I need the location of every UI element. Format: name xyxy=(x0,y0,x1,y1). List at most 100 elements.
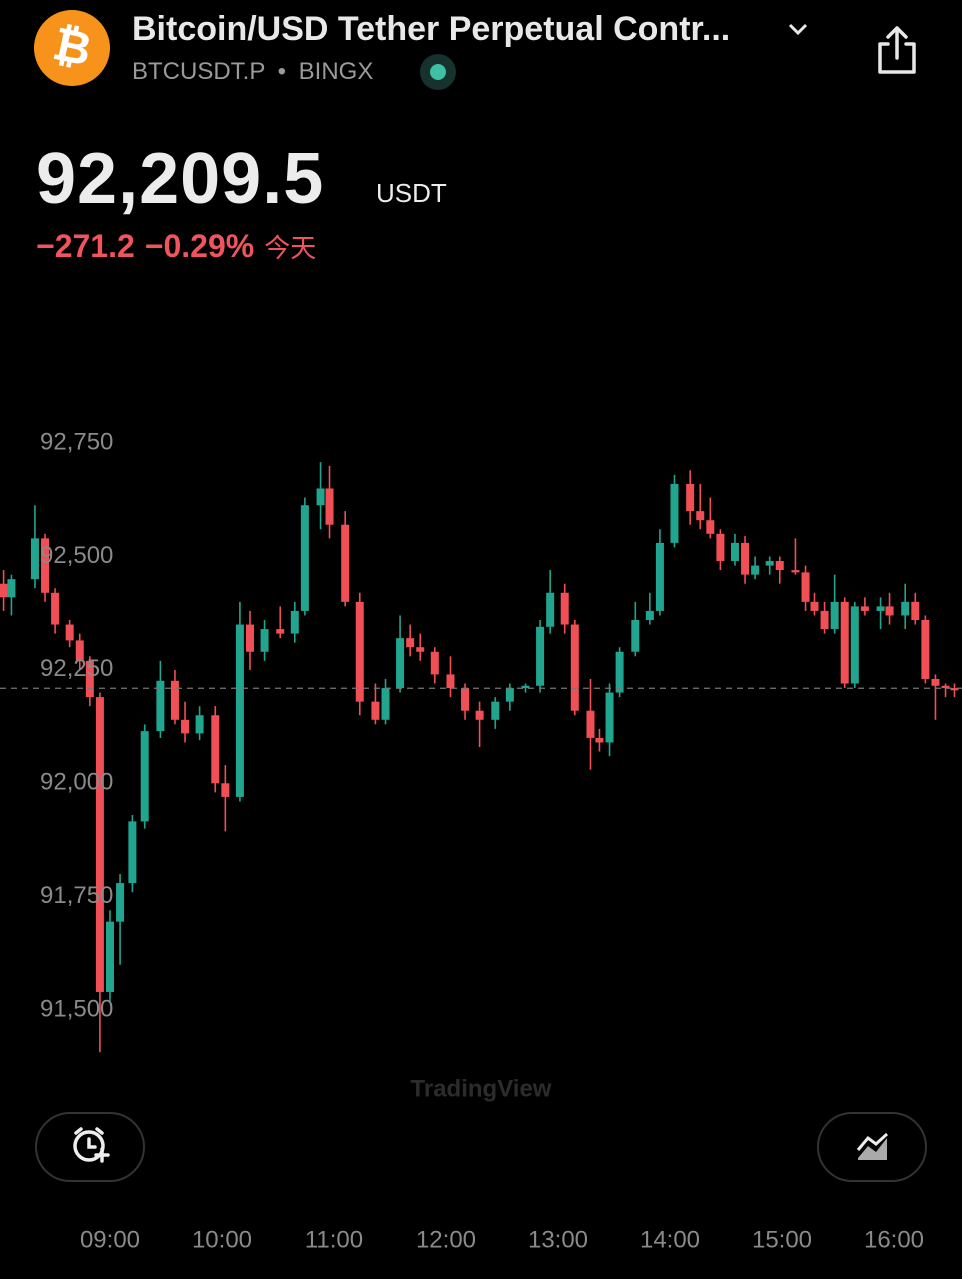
candle-body xyxy=(430,651,439,675)
candle-body xyxy=(840,601,849,684)
candle-body xyxy=(655,542,664,611)
candle-body xyxy=(586,710,595,738)
candle-body xyxy=(221,783,230,797)
candle-body xyxy=(751,565,760,575)
candle-body xyxy=(406,638,415,648)
x-tick-label: 14:00 xyxy=(640,1226,700,1253)
change-percent: −0.29% xyxy=(144,228,255,264)
candle-body xyxy=(325,488,334,525)
candle-body xyxy=(290,610,299,634)
candle-body xyxy=(876,606,885,611)
x-tick-label: 13:00 xyxy=(528,1226,588,1253)
candle-body xyxy=(716,533,725,562)
candle-body xyxy=(235,624,244,797)
candle-body xyxy=(181,719,190,734)
candle-body xyxy=(446,674,455,689)
candle-body xyxy=(211,715,220,784)
candle-body xyxy=(416,647,425,652)
candle-body xyxy=(775,561,784,571)
candle-body xyxy=(901,601,910,616)
candle-body xyxy=(316,488,325,506)
instrument-title[interactable]: Bitcoin/USD Tether Perpetual Contr... xyxy=(132,10,731,48)
price: 92,209.5 xyxy=(36,139,325,219)
candle-body xyxy=(276,629,285,634)
candle-body xyxy=(830,601,839,630)
candle-body xyxy=(7,579,16,598)
candle-body xyxy=(696,511,705,521)
period: 今天 xyxy=(264,233,317,263)
candle-body xyxy=(341,524,350,602)
candle-body xyxy=(645,610,654,620)
dropdown-icon[interactable] xyxy=(788,23,808,36)
candle-body xyxy=(730,542,739,562)
candle-body xyxy=(95,697,104,992)
candle-body xyxy=(686,483,695,512)
candle-body xyxy=(595,737,604,743)
candle-body xyxy=(741,542,750,575)
candle-body xyxy=(860,606,869,611)
candle-body xyxy=(631,620,640,652)
candle-body xyxy=(885,606,894,616)
y-tick-label: 92,500 xyxy=(40,542,113,569)
candle-body xyxy=(51,592,60,625)
share-icon[interactable] xyxy=(878,26,916,74)
candle-body xyxy=(931,678,940,686)
candle-body xyxy=(75,640,84,661)
y-tick-label: 92,000 xyxy=(40,769,113,796)
candle-body xyxy=(156,680,165,732)
candle-body xyxy=(820,610,829,630)
candle-body xyxy=(706,520,715,534)
separator: • xyxy=(277,58,286,85)
candle-body xyxy=(381,688,390,720)
x-tick-label: 16:00 xyxy=(864,1226,924,1253)
candle-body xyxy=(505,688,514,702)
candle-body xyxy=(570,624,579,711)
candle-body xyxy=(30,538,39,580)
candle-body xyxy=(605,692,614,743)
candle-body xyxy=(810,601,819,611)
x-tick-label: 10:00 xyxy=(192,1226,252,1253)
y-tick-label: 91,500 xyxy=(40,995,113,1022)
candle-body xyxy=(475,710,484,720)
change: −271.2 xyxy=(36,228,135,264)
candle-body xyxy=(116,883,125,922)
candle-body xyxy=(765,561,774,566)
candle-body xyxy=(791,570,800,573)
candle-body xyxy=(491,701,500,720)
x-tick-label: 09:00 xyxy=(80,1226,140,1253)
candle-body xyxy=(128,821,137,884)
candle-body xyxy=(355,601,364,702)
change-line: −271.2 −0.29% 今天 xyxy=(36,228,326,265)
candle-body xyxy=(85,660,94,698)
candle-body xyxy=(170,680,179,720)
candle-body xyxy=(260,629,269,652)
coin-logo xyxy=(34,10,110,86)
x-tick-label: 12:00 xyxy=(416,1226,476,1253)
chart-type-button[interactable] xyxy=(817,1112,927,1182)
symbol-line: BTCUSDT.P • BINGX xyxy=(132,58,373,86)
y-tick-label: 91,750 xyxy=(40,882,113,909)
symbol: BTCUSDT.P xyxy=(132,58,265,85)
candle-body xyxy=(0,583,8,598)
candle-body xyxy=(546,592,555,627)
candle-body xyxy=(801,572,810,602)
watermark: TradingView xyxy=(411,1075,552,1102)
candle-body xyxy=(850,606,859,684)
candle-body xyxy=(536,626,545,686)
candle-body xyxy=(41,538,50,593)
candle-body xyxy=(521,685,530,689)
candle-body xyxy=(950,688,959,691)
candle-body xyxy=(461,688,470,711)
currency: USDT xyxy=(376,178,447,208)
candle-body xyxy=(105,921,114,992)
alert-button[interactable] xyxy=(35,1112,145,1182)
y-tick-label: 92,250 xyxy=(40,655,113,682)
candle-body xyxy=(921,620,930,679)
candle-body xyxy=(65,624,74,641)
candle-body xyxy=(396,638,405,689)
candle-body xyxy=(140,731,149,822)
candle-body xyxy=(911,601,920,620)
candle-body xyxy=(560,592,569,625)
